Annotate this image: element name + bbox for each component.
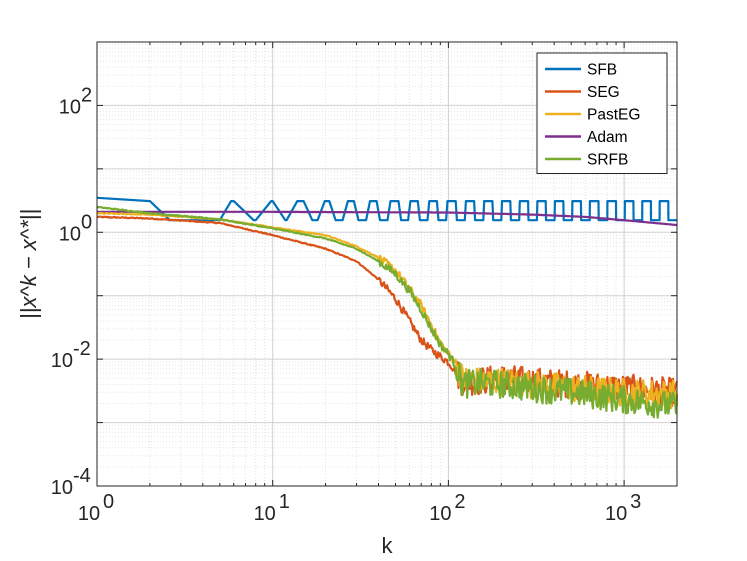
plot-frame [96, 41, 678, 487]
legend-label-seg: SEG [587, 84, 620, 101]
legend-label-adam: Adam [587, 129, 628, 146]
series-line-adam [96, 210, 678, 227]
x-axis-label: k [382, 533, 394, 558]
legend: SFB SEG PastEG Adam SRFB [536, 52, 668, 174]
series-line-seg [96, 215, 679, 407]
x-tick-label: 10 [254, 503, 276, 525]
legend-label-srfb: SRFB [587, 152, 628, 169]
x-tick-label-exponent: 1 [279, 491, 290, 513]
y-tick-label: 10 [51, 350, 73, 372]
y-tick-label: 10 [51, 477, 73, 499]
x-tick-label-exponent: 0 [103, 491, 114, 513]
series-line-sfb [96, 196, 677, 222]
tick-marks [96, 42, 678, 487]
legend-label-pasteg: PastEG [587, 107, 640, 124]
x-tick-label-exponent: 3 [630, 491, 641, 513]
y-tick-label: 10 [59, 96, 81, 118]
series-layer [96, 196, 679, 419]
x-tick-label-exponent: 2 [454, 491, 465, 513]
y-tick-label-exponent: -2 [73, 338, 91, 360]
y-tick-label-exponent: 0 [81, 211, 92, 233]
y-tick-label: 10 [59, 223, 81, 245]
x-tick-label: 10 [605, 503, 627, 525]
x-tick-label: 10 [429, 503, 451, 525]
legend-label-sfb: SFB [587, 62, 617, 79]
series-line-srfb [96, 205, 679, 419]
y-axis-label: ||x^k − x^*|| [16, 209, 41, 319]
y-tick-label-exponent: 2 [81, 84, 92, 106]
x-tick-label: 10 [78, 503, 100, 525]
y-tick-label-exponent: -4 [73, 465, 91, 487]
